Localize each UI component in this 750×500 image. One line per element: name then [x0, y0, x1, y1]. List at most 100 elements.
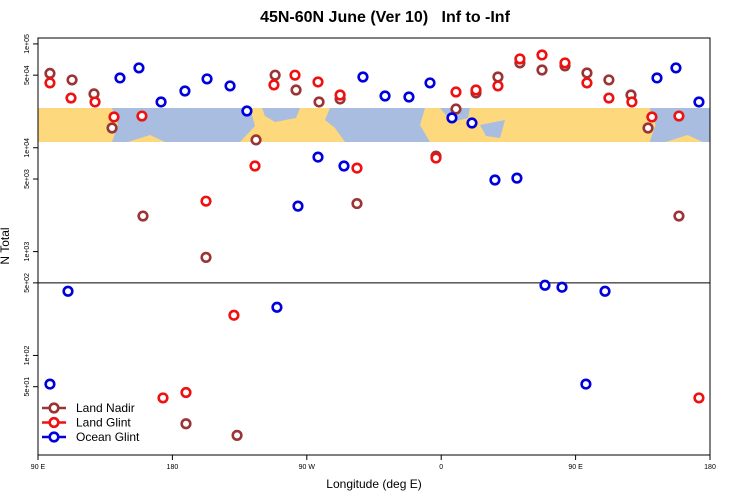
point	[89, 96, 101, 108]
point	[581, 77, 593, 89]
x-tick-label: 90 E	[31, 464, 46, 471]
legend-marker	[48, 416, 60, 429]
legend-marker	[48, 402, 60, 414]
point	[673, 210, 685, 222]
point	[536, 49, 548, 61]
point	[511, 172, 523, 184]
point	[155, 96, 167, 108]
point	[157, 392, 169, 404]
point	[292, 200, 304, 212]
y-tick-label: 5e+03	[24, 169, 31, 189]
point	[446, 112, 458, 124]
y-tick-label: 1e+02	[24, 346, 31, 366]
point	[693, 96, 705, 108]
y-axis-label: N Total	[0, 227, 12, 264]
point	[351, 197, 363, 210]
y-tick-label: 1e+03	[24, 242, 31, 262]
plot-frame	[37, 37, 711, 456]
point	[44, 77, 56, 89]
point	[269, 69, 281, 81]
point	[290, 84, 302, 96]
point	[642, 122, 654, 134]
point	[313, 96, 325, 108]
legend-label: Ocean Glint	[76, 430, 140, 444]
y-tick-label: 1e+04	[24, 138, 31, 158]
point	[249, 160, 261, 172]
point	[268, 79, 280, 91]
point	[200, 195, 212, 207]
point	[556, 281, 568, 293]
point	[180, 386, 192, 399]
point	[224, 80, 236, 92]
point	[646, 111, 658, 123]
legend-label: Land Nadir	[76, 401, 135, 415]
y-tick-label: 5e+04	[24, 65, 31, 85]
point	[466, 117, 478, 129]
y-tick-label: 5e+01	[24, 377, 31, 397]
point	[133, 62, 145, 74]
point	[581, 67, 593, 79]
point	[231, 429, 243, 441]
point	[450, 86, 462, 98]
chart-title: 45N-60N June (Ver 10) Inf to -Inf	[260, 9, 511, 26]
point	[66, 74, 78, 86]
point	[108, 111, 120, 123]
x-tick-label: 0	[439, 464, 443, 471]
point	[201, 73, 213, 85]
point	[114, 72, 126, 84]
map-strip	[38, 108, 710, 142]
point	[338, 160, 350, 172]
point	[200, 251, 212, 263]
point	[250, 134, 262, 146]
point	[179, 85, 191, 97]
legend-label: Land Glint	[76, 416, 131, 430]
point	[334, 89, 346, 101]
point	[489, 174, 501, 186]
point	[44, 67, 56, 80]
point	[580, 378, 592, 390]
point	[357, 71, 369, 83]
point	[536, 64, 548, 76]
point	[351, 162, 363, 174]
point	[228, 309, 240, 321]
point	[289, 69, 301, 81]
point	[470, 84, 482, 96]
point	[180, 418, 192, 430]
point	[673, 110, 685, 122]
point	[44, 378, 56, 390]
y-tick-label: 5e+02	[24, 273, 31, 293]
point	[492, 80, 504, 92]
point	[599, 285, 611, 297]
point	[379, 90, 391, 102]
point	[514, 53, 526, 65]
point	[603, 74, 615, 86]
point	[651, 72, 663, 84]
point	[312, 76, 324, 88]
point	[492, 71, 504, 83]
y-tick-label: 1e+05	[24, 34, 31, 54]
point	[670, 62, 682, 74]
x-axis-label: Longitude (deg E)	[326, 477, 421, 491]
x-tick-label: 90 W	[299, 464, 316, 471]
point	[539, 279, 551, 291]
point	[136, 110, 148, 122]
x-tick-label: 90 E	[568, 464, 583, 471]
point	[106, 122, 118, 134]
point	[693, 392, 705, 404]
point	[626, 96, 638, 108]
x-tick-label: 180	[167, 464, 179, 471]
point	[450, 103, 462, 115]
point	[62, 285, 74, 297]
point	[241, 105, 253, 117]
point	[430, 152, 442, 164]
x-tick-label: 180	[704, 464, 716, 471]
point	[137, 210, 149, 222]
point	[312, 151, 324, 163]
point	[271, 301, 283, 313]
point	[403, 91, 415, 103]
legend-marker	[48, 431, 60, 443]
point	[559, 57, 571, 69]
point	[603, 92, 615, 104]
point	[65, 92, 77, 104]
